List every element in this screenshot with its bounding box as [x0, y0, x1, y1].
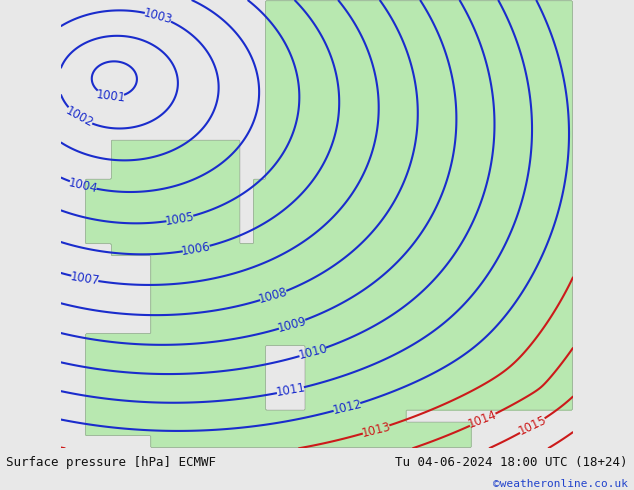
Text: 1005: 1005: [164, 210, 195, 228]
Text: 1002: 1002: [63, 104, 96, 130]
Text: 1008: 1008: [257, 286, 289, 306]
Text: 1011: 1011: [275, 381, 306, 399]
Text: 1003: 1003: [142, 6, 174, 26]
Text: 1001: 1001: [95, 88, 126, 104]
Text: Surface pressure [hPa] ECMWF: Surface pressure [hPa] ECMWF: [6, 456, 216, 469]
Text: 1013: 1013: [360, 420, 392, 440]
Text: 1007: 1007: [69, 270, 101, 288]
Text: 1004: 1004: [67, 176, 99, 195]
Text: 1014: 1014: [467, 409, 499, 431]
Text: 1006: 1006: [181, 240, 212, 258]
Text: ©weatheronline.co.uk: ©weatheronline.co.uk: [493, 479, 628, 489]
Text: 1010: 1010: [297, 342, 329, 362]
Text: 1009: 1009: [276, 315, 308, 335]
Text: 1012: 1012: [331, 397, 363, 417]
Text: Tu 04-06-2024 18:00 UTC (18+24): Tu 04-06-2024 18:00 UTC (18+24): [395, 456, 628, 469]
Text: 1015: 1015: [516, 414, 548, 438]
